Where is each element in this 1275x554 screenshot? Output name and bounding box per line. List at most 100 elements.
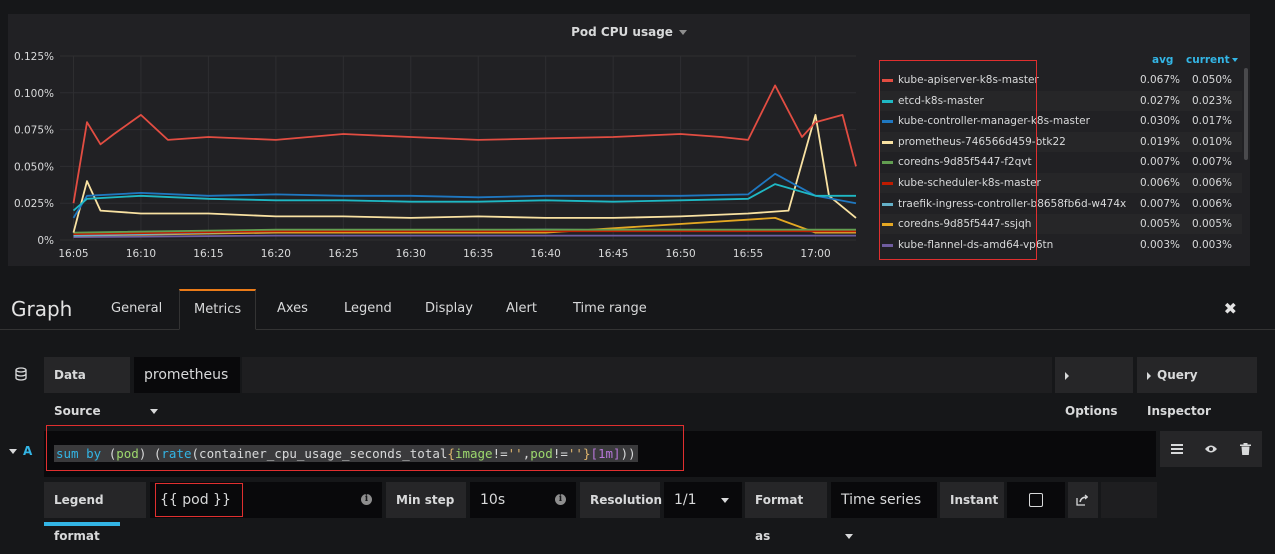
chevron-down-icon[interactable] [9,449,17,454]
legend-swatch[interactable] [882,243,893,247]
legend-current-value: 0.006% [1191,177,1232,189]
legend-swatch[interactable] [882,140,893,144]
chevron-right-icon[interactable] [1065,371,1069,380]
format-as-label: Format as [745,482,827,543]
resolution-value[interactable]: 1/1 [674,492,697,508]
legend-swatch[interactable] [882,120,893,124]
options-button[interactable]: Options [1055,357,1133,418]
legend-format-input[interactable]: {{ pod }} [150,482,382,518]
hamburger-icon[interactable] [1171,444,1183,454]
legend-series-name[interactable]: coredns-9d85f5447-ssjqh [898,218,1032,231]
query-expression[interactable]: sum by (pod) (rate(container_cpu_usage_s… [54,445,638,462]
resolution-select[interactable]: 1/1 [664,482,742,518]
legend-row[interactable]: prometheus-746566d459-btk22 0.019% 0.010% [880,131,1242,152]
toggle-visibility-button[interactable] [1194,431,1228,467]
legend-row[interactable]: kube-flannel-ds-amd64-vp6tn 0.003% 0.003% [880,235,1242,255]
legend-current-value: 0.007% [1191,156,1232,169]
legend-series-name[interactable]: kube-controller-manager-k8s-master [898,115,1090,128]
legend-swatch[interactable] [882,202,893,206]
legend-avg-value: 0.019% [1139,135,1180,148]
series-line [73,230,856,235]
legend-current-value: 0.010% [1191,135,1232,148]
legend-swatch[interactable] [882,79,893,82]
y-tick-label: 0% [37,235,54,247]
share-button[interactable] [1068,482,1098,518]
x-tick-label: 16:10 [126,248,156,260]
sort-desc-icon[interactable] [1231,58,1238,62]
tab-time-range[interactable]: Time range [573,301,647,316]
tab-axes[interactable]: Axes [277,301,308,316]
query-editor[interactable]: sum by (pod) (rate(container_cpu_usage_s… [44,431,1156,477]
instant-checkbox[interactable] [1029,493,1043,507]
y-tick-label: 0.050% [14,161,54,173]
trash-icon[interactable] [1239,443,1251,455]
tab-general[interactable]: General [111,301,163,316]
options-label[interactable]: Options [1065,404,1118,418]
datasource-label: Data Source [44,357,130,418]
legend-table: avg current kube-apiserver-k8s-master 0.0… [880,54,1242,266]
legend-series-name[interactable]: kube-flannel-ds-amd64-vp6tn [898,238,1054,251]
chevron-down-icon[interactable] [845,533,853,539]
legend-row[interactable]: coredns-9d85f5447-ssjqh 0.005% 0.005% [880,214,1242,235]
legend-series-name[interactable]: kube-scheduler-k8s-master [898,177,1041,189]
info-icon[interactable]: i [361,494,372,505]
query-inspector-label[interactable]: Query Inspector [1147,368,1211,418]
legend-series-name[interactable]: etcd-k8s-master [898,94,984,107]
datasource-value[interactable]: prometheus [144,367,229,383]
legend-format-value[interactable]: {{ pod }} [160,492,231,508]
info-icon[interactable]: i [555,494,566,505]
query-highlight-box [46,425,684,471]
share-icon[interactable] [1076,494,1088,506]
x-tick-label: 16:20 [261,248,291,260]
legend-row[interactable]: kube-scheduler-k8s-master 0.006% 0.006% [880,173,1242,193]
panel-title-text[interactable]: Pod CPU usage [571,25,673,39]
legend-header-avg[interactable]: avg [1152,54,1174,66]
delete-query-button[interactable] [1228,431,1262,467]
resolution-label: Resolution [580,482,662,518]
legend-swatch[interactable] [882,182,893,185]
legend-avg-value: 0.007% [1139,156,1180,169]
x-tick-label: 16:30 [396,248,426,260]
tab-metrics[interactable]: Metrics [179,289,257,330]
legend-row[interactable]: etcd-k8s-master 0.027% 0.023% [880,90,1242,111]
legend-row[interactable]: coredns-9d85f5447-f2qvt 0.007% 0.007% [880,152,1242,172]
x-tick-label: 16:40 [531,248,561,260]
query-inspector-button[interactable]: Query Inspector [1137,357,1257,418]
format-as-select[interactable]: Time series [831,482,937,539]
close-icon[interactable]: ✖ [1223,299,1237,318]
legend-highlight-box [879,60,1037,260]
min-step-value[interactable]: 10s [480,492,506,508]
chevron-down-icon[interactable] [678,30,687,35]
menu-button[interactable] [1160,431,1194,467]
legend-header-current-text[interactable]: current [1186,54,1230,66]
chevron-down-icon[interactable] [720,497,729,503]
legend-format-highlight-box [155,483,243,517]
tab-legend[interactable]: Legend [344,301,392,316]
legend-series-name[interactable]: coredns-9d85f5447-f2qvt [898,156,1032,169]
legend-format-label: Legend format [44,482,146,543]
legend-series-name[interactable]: kube-apiserver-k8s-master [898,74,1039,86]
tab-display[interactable]: Display [425,301,473,316]
legend-swatch[interactable] [882,161,893,165]
chevron-right-icon[interactable] [1147,371,1151,380]
instant-checkbox-cell[interactable] [1007,482,1065,518]
legend-series-name[interactable]: traefik-ingress-controller-b8658fb6d-w47… [898,197,1127,210]
panel-title[interactable]: Pod CPU usage [8,25,1250,39]
query-collapse-toggle[interactable]: A [9,444,32,458]
legend-swatch[interactable] [882,99,893,103]
legend-series-name[interactable]: prometheus-746566d459-btk22 [898,135,1066,148]
options-row-filler [1101,482,1157,518]
datasource-select[interactable]: prometheus [134,357,240,414]
legend-swatch[interactable] [882,223,893,227]
eye-icon[interactable] [1204,444,1218,454]
legend-avg-value: 0.007% [1139,197,1180,210]
format-as-value[interactable]: Time series [841,492,922,508]
legend-scrollbar[interactable] [1244,68,1248,160]
legend-row[interactable]: kube-controller-manager-k8s-master 0.030%… [880,111,1242,131]
tab-alert[interactable]: Alert [506,301,537,316]
legend-row[interactable]: kube-apiserver-k8s-master 0.067% 0.050% [880,70,1242,90]
chevron-down-icon[interactable] [150,408,158,414]
legend-row[interactable]: traefik-ingress-controller-b8658fb6d-w47… [880,194,1242,214]
legend-header-current[interactable]: current [1186,54,1238,68]
query-ref-id[interactable]: A [23,444,33,458]
